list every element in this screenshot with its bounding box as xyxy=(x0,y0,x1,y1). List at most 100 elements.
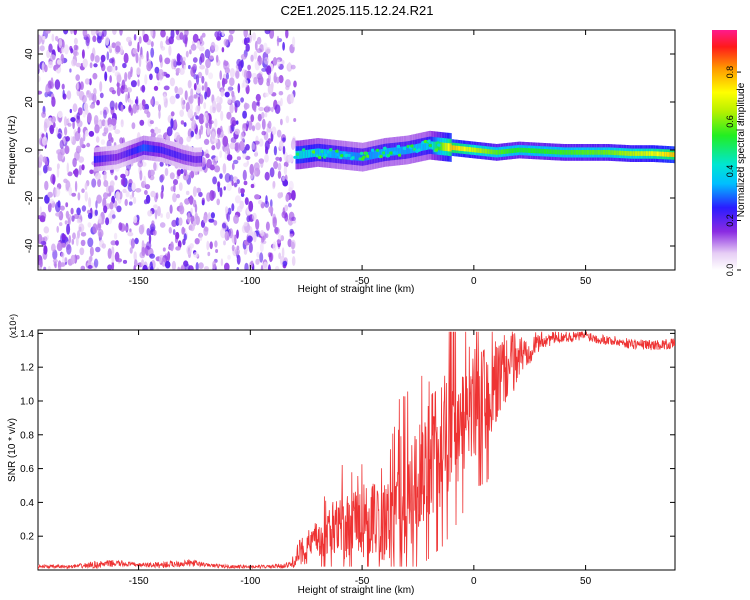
spectrogram-noise-blob xyxy=(261,130,267,136)
spectrogram-ridge-cell xyxy=(654,151,656,156)
spectrogram-noise-blob xyxy=(254,40,258,51)
spectrogram-ridge-cell xyxy=(640,151,643,156)
spectrogram-ridge-cell xyxy=(495,150,498,155)
spectrogram-noise-blob xyxy=(103,126,109,134)
spectrogram-noise-blob xyxy=(139,170,143,181)
snr-x-axis: -150 -100 -50 0 50 xyxy=(129,330,592,587)
spectrogram-noise-blob xyxy=(169,172,175,180)
spectrogram-ridge-cell xyxy=(311,149,313,158)
spectrogram-noise-blob xyxy=(290,93,294,104)
spectrogram-noise-blob xyxy=(154,66,160,74)
spectrogram-noise-blob xyxy=(95,246,101,253)
spectrogram-noise-blob xyxy=(57,110,63,118)
spectrogram-noise-blob xyxy=(264,30,271,35)
spectrogram-noise-blob xyxy=(73,30,77,36)
spectrogram-ridge-blob xyxy=(434,148,440,152)
spectrogram-noise-blob xyxy=(200,124,203,135)
spectrogram-noise-blob xyxy=(54,263,57,269)
spectrogram-noise-blob xyxy=(198,191,203,198)
spectrogram-noise-blob xyxy=(258,158,265,164)
spectrogram-noise-blob xyxy=(79,81,84,91)
spectrogram-noise-blob xyxy=(192,186,197,197)
spectrogram-noise-blob xyxy=(93,63,98,68)
spectrogram-noise-blob xyxy=(238,187,241,194)
spectrogram-noise-blob xyxy=(153,85,159,91)
spectrogram-noise-blob xyxy=(75,145,82,154)
spectrogram-ridge-cell xyxy=(590,150,592,155)
spectrogram-ridge-cell xyxy=(450,143,452,152)
spectrogram-ridge-cell xyxy=(574,150,576,155)
spectrogram-noise-blob xyxy=(182,238,186,246)
spectrogram-noise-blob xyxy=(217,133,220,139)
spectrogram-noise-blob xyxy=(265,233,269,239)
spectrogram-ridge-cell xyxy=(106,154,108,162)
spectrogram-ridge-cell xyxy=(479,148,482,153)
spectrogram-noise-blob xyxy=(182,99,186,106)
spectrogram-ridge-cell xyxy=(497,150,499,155)
spectrogram-noise-blob xyxy=(287,154,294,163)
spectrogram-noise-blob xyxy=(251,125,256,132)
spectrogram-noise-blob xyxy=(272,180,276,188)
spectrogram-noise-blob xyxy=(253,76,258,85)
spectrogram-noise-blob xyxy=(81,205,87,212)
spectrogram-ridge-cell xyxy=(172,150,174,158)
spectrogram-ridge-cell xyxy=(372,150,375,159)
spectrogram-noise-blob xyxy=(156,267,160,270)
spectrogram-noise-blob xyxy=(51,96,56,107)
spectrogram-noise-blob xyxy=(179,109,184,118)
spectrogram-noise-blob xyxy=(94,209,98,216)
spectrogram-noise-blob xyxy=(85,36,90,47)
spectrogram-ridge-cell xyxy=(145,144,147,152)
spectrogram-noise-blob xyxy=(233,214,239,224)
spectrogram-ridge-cell xyxy=(613,150,616,156)
snr-x-tick-label: -150 xyxy=(129,576,149,587)
spectrogram-noise-blob xyxy=(259,57,264,65)
spectrogram-ridge-cell xyxy=(407,145,409,154)
spectrogram-noise-blob xyxy=(64,44,69,55)
spectrogram-ridge-cell xyxy=(114,154,117,161)
spectrogram-ridge-cell xyxy=(465,146,467,152)
spectrogram-noise-blob xyxy=(160,190,164,200)
spectrogram-noise-blob xyxy=(289,233,294,238)
spectrogram-noise-blob xyxy=(169,77,175,87)
spectrogram-ridge-cell xyxy=(581,150,584,155)
spectrogram-ridge-cell xyxy=(470,147,472,152)
spectrogram-ridge-cell xyxy=(157,146,160,153)
spectrogram-noise-blob xyxy=(38,170,42,176)
snr-y-tick-label: 0.4 xyxy=(20,498,34,509)
spectrogram-noise-blob xyxy=(141,240,145,249)
spectrogram-noise-blob xyxy=(206,126,210,136)
spectrogram-noise-blob xyxy=(258,138,264,147)
spectrogram-ridge-cell xyxy=(594,150,596,155)
spectrogram-noise-blob xyxy=(170,118,174,129)
spectrogram-noise-blob xyxy=(67,171,73,177)
spectrogram-noise-blob xyxy=(216,36,222,41)
spectrogram-noise-blob xyxy=(48,43,53,53)
spectrogram-ridge-cell xyxy=(638,151,640,156)
spectrogram-noise-blob xyxy=(272,241,277,252)
spectrogram-noise-blob xyxy=(172,229,176,236)
spectrogram-ridge-cell xyxy=(331,149,333,158)
spectrogram-noise-blob xyxy=(253,107,257,113)
spectrogram-noise-blob xyxy=(109,201,114,210)
spectrogram-noise-blob xyxy=(189,195,194,205)
spectrogram-ridge-cell xyxy=(632,151,634,156)
spectrogram-noise-blob xyxy=(47,265,51,270)
spectrogram-ridge-cell xyxy=(446,143,448,152)
spectrogram-noise-blob xyxy=(203,112,210,124)
spectrogram-noise-blob xyxy=(98,215,102,224)
spectrogram-noise-blob xyxy=(222,78,228,85)
spectrogram-noise-blob xyxy=(291,190,296,201)
spectrogram-noise-blob xyxy=(195,105,200,115)
spectrogram-noise-blob xyxy=(102,30,107,37)
spectrogram-noise-blob xyxy=(135,52,139,64)
spectrogram-noise-blob xyxy=(143,33,149,43)
spectrogram-ridge-cell xyxy=(441,142,444,151)
spectrogram-noise-blob xyxy=(243,248,248,255)
spectrogram-ridge-cell xyxy=(545,149,547,154)
spectrogram-noise-blob xyxy=(165,73,170,78)
spectrogram-noise-blob xyxy=(201,32,206,38)
spectrogram-noise-blob xyxy=(44,160,49,166)
spectrogram-ridge-cell xyxy=(645,151,648,156)
spectrogram-ridge-cell xyxy=(584,150,586,155)
